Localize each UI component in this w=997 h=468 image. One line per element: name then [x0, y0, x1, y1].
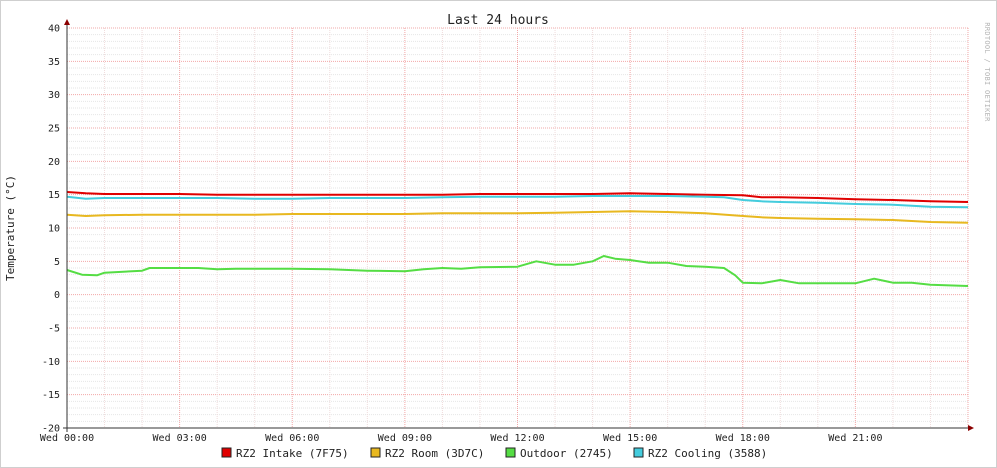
y-axis-label: Temperature (°C) [4, 175, 17, 281]
y-tick-label: 25 [48, 124, 60, 135]
x-tick-label: Wed 09:00 [378, 433, 432, 444]
legend-label: Outdoor (2745) [520, 447, 613, 460]
y-tick-label: 0 [54, 290, 60, 301]
y-axis-arrow [64, 19, 70, 25]
y-tick-label: -20 [42, 424, 60, 435]
rrdtool-watermark: RRDTOOL / TOBI OETIKER [983, 22, 991, 122]
x-tick-label: Wed 18:00 [716, 433, 770, 444]
legend-label: RZ2 Cooling (3588) [648, 447, 767, 460]
x-tick-labels: Wed 00:00 Wed 03:00 Wed 06:00 Wed 09:00 Wed … [40, 433, 883, 444]
series-line [66, 210, 969, 224]
x-tick-label: Wed 06:00 [265, 433, 319, 444]
series-line [66, 195, 969, 209]
plot-grid [66, 27, 969, 429]
y-tick-label: -10 [42, 357, 60, 368]
legend-swatch [370, 447, 381, 458]
x-axis-arrow [968, 425, 974, 431]
y-tick-label: 5 [54, 257, 60, 268]
x-tick-label: Wed 21:00 [828, 433, 882, 444]
legend-swatch [221, 447, 232, 458]
legend: RZ2 Intake (7F75) RZ2 Room (3D7C) Outdoor … [221, 447, 767, 460]
series-line [66, 191, 969, 203]
y-tick-label: 10 [48, 224, 60, 235]
legend-swatch [505, 447, 516, 458]
y-tick-label: 35 [48, 57, 60, 68]
chart-title: Last 24 hours [447, 13, 549, 28]
x-tick-label: Wed 00:00 [40, 433, 94, 444]
x-tick-label: Wed 03:00 [153, 433, 207, 444]
y-tick-label: 30 [48, 90, 60, 101]
legend-label: RZ2 Intake (7F75) [236, 447, 349, 460]
x-tick-label: Wed 12:00 [490, 433, 544, 444]
legend-swatch [633, 447, 644, 458]
axes [63, 19, 974, 432]
x-tick-label: Wed 15:00 [603, 433, 657, 444]
series-layer [66, 191, 969, 287]
series-line [66, 255, 969, 287]
y-tick-label: -15 [42, 390, 60, 401]
y-tick-label: -5 [48, 324, 60, 335]
legend-label: RZ2 Room (3D7C) [385, 447, 484, 460]
y-tick-label: 40 [48, 24, 60, 35]
y-tick-label: 15 [48, 190, 60, 201]
y-tick-label: 20 [48, 157, 60, 168]
y-tick-labels: 40 35 30 25 20 15 10 5 0 -5 -10 -15 -20 [42, 24, 60, 435]
